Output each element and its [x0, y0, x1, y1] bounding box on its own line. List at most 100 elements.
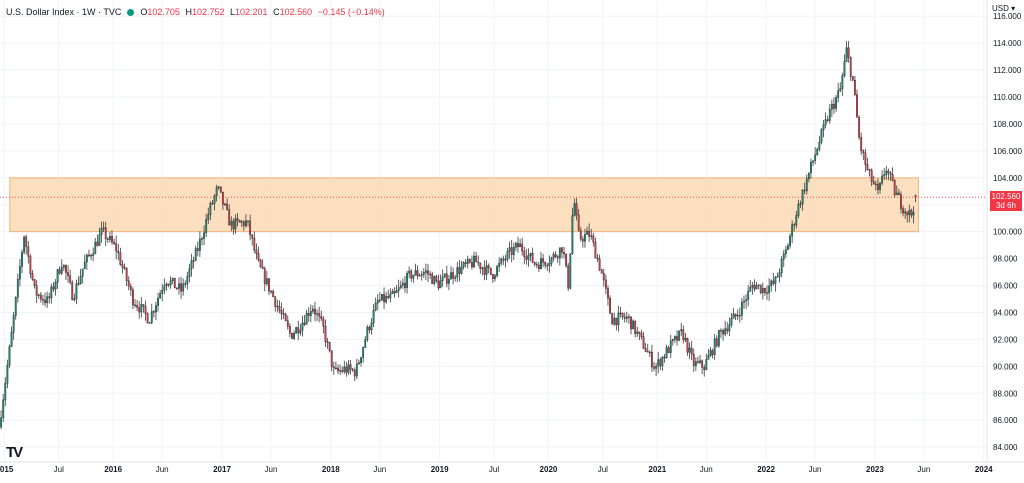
candle-body	[636, 331, 639, 335]
candle-body	[115, 243, 118, 252]
candle-body	[866, 164, 869, 170]
price-tick-label: 90.000	[993, 362, 1018, 371]
candle-body	[858, 117, 861, 138]
candle-body	[466, 259, 469, 265]
candle-body	[807, 172, 810, 180]
candle-body	[906, 211, 909, 216]
candle-body	[489, 267, 492, 275]
candle-body	[391, 291, 394, 295]
candle-body	[31, 273, 34, 280]
candle-body	[437, 280, 440, 289]
time-axis[interactable]: 2015 Jul 2016 Jun 2017 Jun 2018 Jun 2019 Jul 2020 J…	[0, 465, 993, 474]
symbol-title[interactable]: U.S. Dollar Index · 1W · TVC	[6, 7, 122, 17]
candle-body	[494, 275, 496, 279]
candle-body	[280, 310, 283, 314]
candle-body	[270, 290, 272, 293]
candle-body	[791, 224, 794, 237]
candle-body	[25, 236, 28, 248]
candle-body	[487, 265, 490, 269]
last-price-value: 102.560	[991, 192, 1021, 202]
price-tick-label: 100.000	[993, 228, 1022, 237]
candle-body	[644, 348, 647, 352]
price-tick-label: 88.000	[993, 389, 1018, 398]
candle-body	[588, 230, 591, 237]
candle-body	[692, 353, 695, 367]
candle-body	[745, 299, 748, 302]
logo-text: TV	[6, 444, 23, 461]
candle-body	[374, 302, 377, 311]
candle-body	[144, 306, 147, 314]
candle-body	[600, 269, 603, 274]
candle-body	[196, 248, 199, 251]
candle-body	[694, 361, 697, 367]
candle-body	[514, 242, 517, 248]
candle-body	[607, 288, 609, 299]
candle-body	[630, 316, 632, 330]
candle-body	[684, 338, 687, 341]
candle-body	[868, 169, 871, 171]
candle-body	[0, 417, 3, 428]
candle-body	[812, 160, 814, 163]
candle-body	[240, 221, 243, 223]
candle-body	[364, 339, 367, 348]
time-tick-label: Jul	[598, 465, 608, 474]
candle-body	[58, 269, 61, 274]
candle-body	[657, 359, 660, 367]
candle-body	[376, 299, 379, 304]
candle-body	[65, 265, 67, 273]
candle-body	[755, 285, 758, 290]
candle-body	[766, 292, 768, 294]
candle-body	[171, 277, 174, 282]
candle-body	[259, 259, 262, 268]
candle-body	[820, 129, 823, 143]
candle-body	[439, 280, 442, 289]
candle-body	[330, 350, 333, 368]
candle-body	[372, 310, 375, 324]
candle-body	[728, 324, 731, 332]
time-tick-label: Jun	[809, 465, 822, 474]
candle-body	[833, 103, 835, 109]
candle-body	[324, 326, 327, 342]
candle-body	[67, 272, 69, 277]
candle-body	[318, 313, 321, 317]
price-axis[interactable]: 84.000 86.000 88.000 90.000 92.000 94.000 96.0…	[993, 12, 1022, 452]
candle-body	[175, 287, 178, 290]
candle-body	[307, 313, 310, 316]
price-tick-label: 98.000	[993, 255, 1018, 264]
candle-body	[242, 221, 245, 227]
candle-body	[412, 274, 415, 279]
candle-body	[16, 278, 19, 298]
candle-body	[276, 305, 279, 308]
candle-body	[368, 326, 371, 331]
price-tick-label: 104.000	[993, 174, 1022, 183]
change-value: −0.145 (−0.14%)	[317, 7, 385, 17]
price-tick-label: 112.000	[993, 66, 1022, 75]
supply-demand-zone[interactable]	[9, 177, 919, 233]
candle-body	[893, 179, 896, 196]
candle-body	[571, 215, 574, 254]
candle-body	[849, 57, 852, 77]
candle-body	[699, 360, 701, 363]
currency-selector[interactable]: USD ▾	[992, 4, 1015, 13]
candle-body	[830, 103, 833, 110]
chevron-down-icon: ▾	[1011, 4, 1016, 13]
candle-body	[500, 258, 503, 264]
candle-body	[140, 304, 143, 313]
candle-body	[98, 234, 101, 246]
candle-body	[351, 368, 354, 371]
candle-body	[711, 350, 714, 355]
candle-body	[690, 347, 693, 355]
candle-body	[355, 363, 358, 377]
candle-body	[613, 317, 616, 325]
candle-body	[456, 267, 459, 278]
tradingview-logo[interactable]: TV	[6, 444, 23, 461]
candle-body	[424, 270, 427, 273]
candle-body	[81, 268, 84, 277]
candle-body	[816, 148, 819, 156]
candle-body	[228, 209, 231, 226]
candle-body	[410, 270, 413, 279]
candle-body	[646, 351, 649, 353]
candle-body	[433, 276, 436, 284]
